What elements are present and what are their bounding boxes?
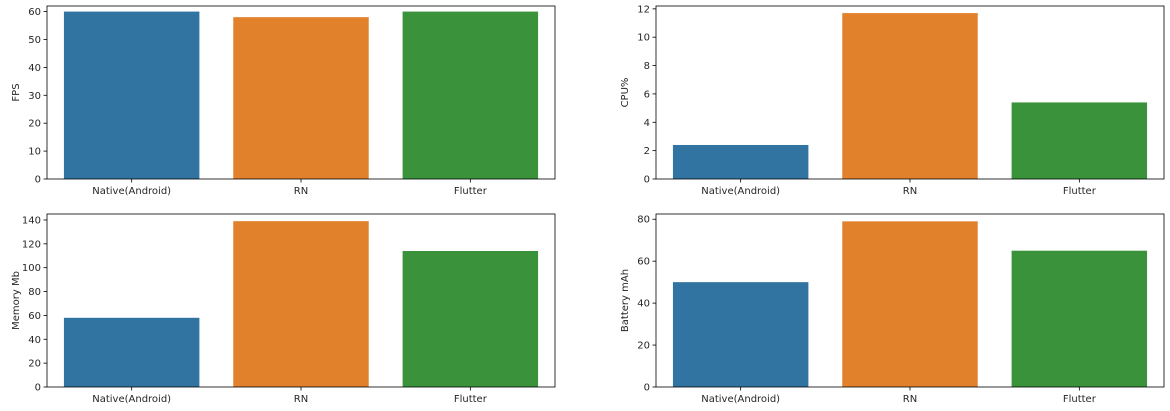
memory-ytick-label: 20 <box>28 359 41 370</box>
battery-ytick-label: 0 <box>644 383 650 394</box>
fps-ytick-label: 50 <box>28 35 41 46</box>
fps-bar-flutter <box>402 11 539 179</box>
cpu-ylabel: CPU% <box>620 78 631 108</box>
chart-fps: 0 10 20 30 40 50 60 Native(Android) RN Flutter FPS <box>11 5 556 197</box>
battery-bar-rn <box>842 221 978 387</box>
cpu-ytick-label: 8 <box>644 61 650 72</box>
memory-ylabel: Memory Mb <box>11 271 22 330</box>
battery-xtick-label: RN <box>903 394 917 405</box>
fps-xtick-label: Native(Android) <box>92 186 171 197</box>
battery-bar-native-android <box>672 282 809 387</box>
battery-ytick-label: 40 <box>637 299 650 310</box>
memory-ytick-label: 0 <box>35 383 41 394</box>
chart-memory: 0 20 40 60 80 100 120 140 Native(Android) RN Flutt… <box>11 213 556 405</box>
cpu-ytick-label: 4 <box>644 118 650 129</box>
fps-ytick-label: 20 <box>28 119 41 130</box>
cpu-bar-rn <box>842 13 978 180</box>
cpu-xtick-label: Flutter <box>1063 186 1097 197</box>
cpu-ytick-label: 6 <box>644 89 650 100</box>
memory-bar-flutter <box>402 250 539 387</box>
cpu-ytick-label: 10 <box>637 33 650 44</box>
fps-ytick-label: 60 <box>28 7 41 18</box>
battery-ytick-label: 60 <box>637 257 650 268</box>
memory-ytick-label: 140 <box>22 215 41 226</box>
chart-battery: 0 20 40 60 80 Native(Android) RN Flutter Battery… <box>620 213 1165 405</box>
cpu-xtick-label: Native(Android) <box>701 186 780 197</box>
chart-cpu: 0 2 4 6 8 10 12 Native(Android) RN Flutter CPU% <box>620 4 1165 197</box>
battery-ytick-label: 20 <box>637 341 650 352</box>
memory-xtick-label: RN <box>294 394 308 405</box>
cpu-bar-native-android <box>672 144 809 179</box>
fps-xtick-label: RN <box>294 186 308 197</box>
fps-ytick-label: 40 <box>28 63 41 74</box>
memory-ytick-label: 80 <box>28 287 41 298</box>
cpu-xtick-label: RN <box>903 186 917 197</box>
battery-bar-flutter <box>1011 250 1148 387</box>
battery-xtick-label: Native(Android) <box>701 394 780 405</box>
memory-ytick-label: 100 <box>22 263 41 274</box>
cpu-bar-flutter <box>1011 102 1148 179</box>
fps-xtick-label: Flutter <box>454 186 488 197</box>
memory-bar-native-android <box>63 317 200 387</box>
cpu-ytick-label: 0 <box>644 175 650 186</box>
battery-ylabel: Battery mAh <box>620 269 631 332</box>
fps-ytick-label: 0 <box>35 175 41 186</box>
cpu-ytick-label: 2 <box>644 146 650 157</box>
fps-bar-rn <box>233 17 369 179</box>
memory-xtick-label: Flutter <box>454 394 488 405</box>
fps-ylabel: FPS <box>11 83 22 101</box>
memory-ytick-label: 60 <box>28 311 41 322</box>
memory-ytick-label: 120 <box>22 239 41 250</box>
fps-ytick-label: 30 <box>28 91 41 102</box>
cpu-ytick-label: 12 <box>637 4 650 15</box>
fps-ytick-label: 10 <box>28 147 41 158</box>
memory-bar-rn <box>233 221 369 387</box>
battery-xtick-label: Flutter <box>1063 394 1097 405</box>
battery-ytick-label: 80 <box>637 215 650 226</box>
fps-bar-native-android <box>63 11 200 179</box>
memory-ytick-label: 40 <box>28 335 41 346</box>
memory-xtick-label: Native(Android) <box>92 394 171 405</box>
